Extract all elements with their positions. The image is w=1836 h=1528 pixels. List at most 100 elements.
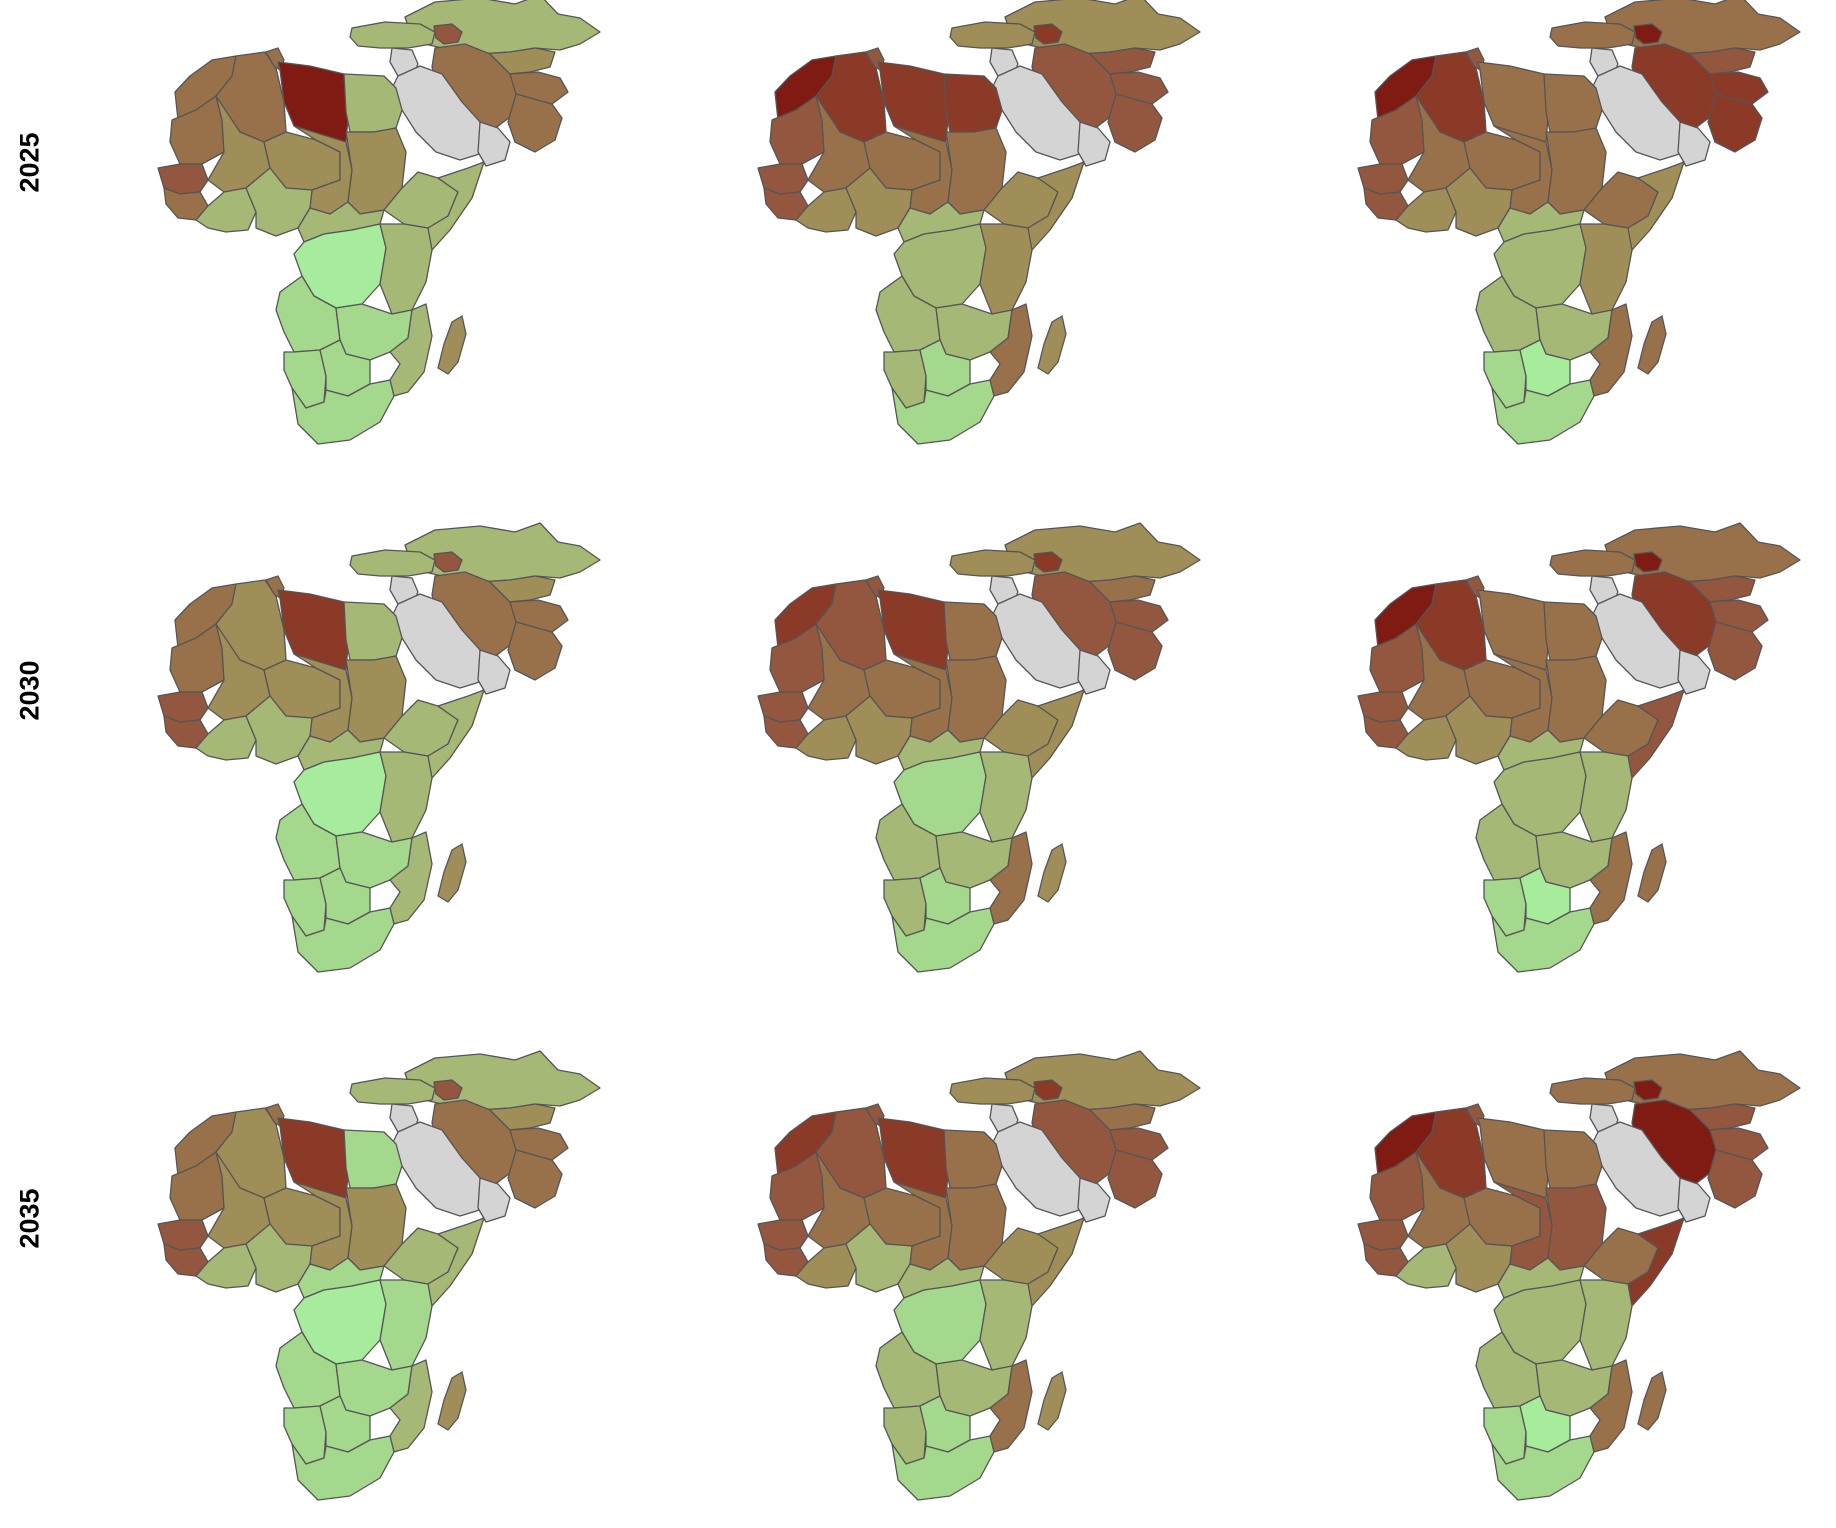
region-arabia bbox=[1077, 1177, 1111, 1223]
region-west-coast bbox=[195, 715, 257, 761]
region-east-africa bbox=[379, 751, 433, 843]
region-west-coast bbox=[1395, 715, 1457, 761]
region-egypt bbox=[943, 1129, 1003, 1189]
region-east-africa bbox=[379, 223, 433, 315]
region-turkey bbox=[349, 549, 436, 577]
region-madagascar bbox=[437, 1371, 467, 1431]
region-caucasus bbox=[433, 551, 463, 573]
region-egypt bbox=[1543, 1129, 1603, 1189]
choropleth-map bbox=[1357, 522, 1801, 973]
region-turkey bbox=[1549, 549, 1636, 577]
region-caucasus bbox=[433, 1079, 463, 1101]
choropleth-map bbox=[757, 0, 1201, 445]
choropleth-map bbox=[1357, 1050, 1801, 1501]
region-caucasus bbox=[1633, 1079, 1663, 1101]
region-west-coast bbox=[795, 715, 857, 761]
region-drc bbox=[893, 223, 987, 309]
region-madagascar bbox=[1037, 843, 1067, 903]
region-libya bbox=[1477, 61, 1549, 143]
region-madagascar bbox=[437, 843, 467, 903]
region-west-coast bbox=[1395, 1243, 1457, 1289]
region-drc bbox=[293, 751, 387, 837]
region-east-africa bbox=[979, 1279, 1033, 1371]
region-libya bbox=[277, 589, 349, 671]
region-egypt bbox=[943, 601, 1003, 661]
choropleth-map bbox=[157, 0, 601, 445]
region-turkey bbox=[949, 549, 1036, 577]
region-turkey bbox=[349, 21, 436, 49]
region-egypt bbox=[1543, 601, 1603, 661]
region-pakistan bbox=[1707, 93, 1763, 153]
region-pakistan bbox=[1707, 1149, 1763, 1209]
region-namibia bbox=[883, 877, 927, 937]
region-namibia bbox=[883, 349, 927, 409]
region-caucasus bbox=[433, 23, 463, 45]
map-panel-2025-col1 bbox=[40, 0, 640, 472]
region-caucasus bbox=[1633, 23, 1663, 45]
region-south-africa bbox=[291, 907, 395, 973]
region-pakistan bbox=[1107, 93, 1163, 153]
region-arabia bbox=[1077, 121, 1111, 167]
region-egypt bbox=[343, 1129, 403, 1189]
region-caucasus bbox=[1033, 1079, 1063, 1101]
region-madagascar bbox=[1637, 315, 1667, 375]
region-namibia bbox=[283, 349, 327, 409]
region-namibia bbox=[283, 877, 327, 937]
region-turkey bbox=[1549, 21, 1636, 49]
region-kazakhstan bbox=[1004, 1050, 1201, 1111]
region-arabia bbox=[1677, 1177, 1711, 1223]
region-arabia bbox=[477, 121, 511, 167]
region-kazakhstan bbox=[404, 1050, 601, 1111]
region-east-africa bbox=[379, 1279, 433, 1371]
map-panel-2035-col3 bbox=[1240, 1048, 1836, 1528]
region-madagascar bbox=[1037, 315, 1067, 375]
region-turkey bbox=[949, 21, 1036, 49]
region-drc bbox=[893, 751, 987, 837]
choropleth-map bbox=[157, 522, 601, 973]
region-libya bbox=[877, 589, 949, 671]
region-drc bbox=[893, 1279, 987, 1365]
region-turkey bbox=[349, 1077, 436, 1105]
region-east-africa bbox=[1579, 751, 1633, 843]
map-panel-2035-col2 bbox=[640, 1048, 1240, 1528]
region-kazakhstan bbox=[404, 522, 601, 583]
region-caucasus bbox=[1633, 551, 1663, 573]
map-panel-2030-col3 bbox=[1240, 520, 1836, 1000]
region-west-coast bbox=[795, 1243, 857, 1289]
region-arabia bbox=[1677, 121, 1711, 167]
region-west-coast bbox=[195, 187, 257, 233]
region-kazakhstan bbox=[1604, 522, 1801, 583]
region-turkey bbox=[1549, 1077, 1636, 1105]
region-drc bbox=[293, 223, 387, 309]
map-panel-2030-col2 bbox=[640, 520, 1240, 1000]
region-arabia bbox=[1077, 649, 1111, 695]
region-namibia bbox=[883, 1405, 927, 1465]
region-pakistan bbox=[1107, 621, 1163, 681]
region-egypt bbox=[343, 601, 403, 661]
region-east-africa bbox=[979, 223, 1033, 315]
map-panel-2025-col3 bbox=[1240, 0, 1836, 472]
map-panel-2030-col1 bbox=[40, 520, 640, 1000]
region-arabia bbox=[1677, 649, 1711, 695]
region-namibia bbox=[1483, 1405, 1527, 1465]
region-kazakhstan bbox=[1604, 1050, 1801, 1111]
region-egypt bbox=[343, 73, 403, 133]
region-drc bbox=[1493, 1279, 1587, 1365]
region-caucasus bbox=[1033, 23, 1063, 45]
region-south-africa bbox=[891, 907, 995, 973]
region-south-africa bbox=[891, 379, 995, 445]
map-panel-2025-col2 bbox=[640, 0, 1240, 472]
region-egypt bbox=[943, 73, 1003, 133]
region-madagascar bbox=[1637, 843, 1667, 903]
region-drc bbox=[293, 1279, 387, 1365]
region-libya bbox=[877, 61, 949, 143]
region-libya bbox=[277, 1117, 349, 1199]
region-arabia bbox=[477, 1177, 511, 1223]
region-pakistan bbox=[507, 1149, 563, 1209]
region-caucasus bbox=[1033, 551, 1063, 573]
region-libya bbox=[877, 1117, 949, 1199]
region-madagascar bbox=[1637, 1371, 1667, 1431]
region-pakistan bbox=[1107, 1149, 1163, 1209]
choropleth-map bbox=[757, 522, 1201, 973]
region-namibia bbox=[1483, 877, 1527, 937]
